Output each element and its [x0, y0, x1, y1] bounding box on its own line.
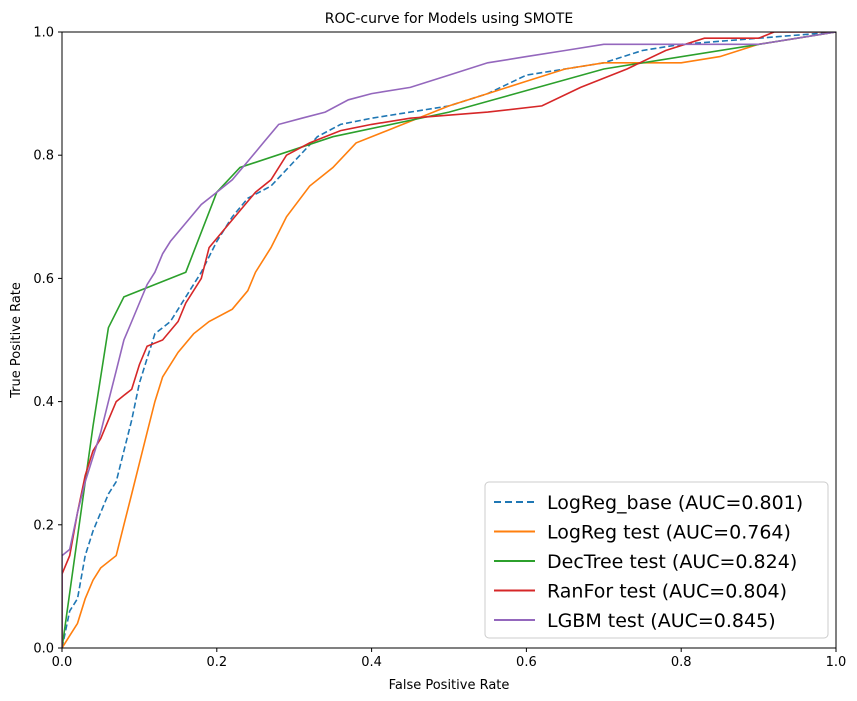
- y-tick-label: 1.0: [33, 26, 54, 41]
- legend-box: [484, 481, 829, 639]
- series-line-0: [62, 32, 836, 648]
- series-line-4: [62, 32, 836, 648]
- x-tick-label: 1.0: [826, 655, 847, 670]
- x-tick-label: 0.6: [516, 655, 537, 670]
- x-tick-label: 0.4: [361, 655, 382, 670]
- y-tick-label: 0.2: [33, 518, 54, 533]
- legend-label: LGBM test (AUC=0.845): [547, 610, 776, 632]
- series-line-1: [62, 32, 836, 648]
- legend-label: LogReg_base (AUC=0.801): [547, 492, 803, 514]
- x-tick-label: 0.0: [52, 655, 73, 670]
- legend: LogReg_base (AUC=0.801) LogReg test (AUC=…: [484, 481, 829, 639]
- x-tick-label: 0.8: [671, 655, 692, 670]
- y-tick-label: 0.8: [33, 149, 54, 164]
- legend-label: DecTree test (AUC=0.824): [547, 551, 797, 573]
- x-tick-label: 0.2: [206, 655, 227, 670]
- x-axis-label: False Positive Rate: [389, 678, 510, 693]
- legend-label: LogReg test (AUC=0.764): [547, 522, 791, 544]
- axes-frame: [61, 31, 837, 649]
- y-tick-label: 0.6: [33, 272, 54, 287]
- series-line-3: [62, 32, 836, 648]
- y-tick-label: 0.0: [33, 642, 54, 657]
- x-axis-ticks: 0.0 0.2 0.4 0.6 0.8 1.0: [52, 648, 847, 670]
- series-lines: [62, 32, 836, 648]
- y-axis-ticks: 0.0 0.2 0.4 0.6 0.8 1.0: [33, 26, 62, 657]
- y-tick-label: 0.4: [33, 395, 54, 410]
- y-axis-label: True Positive Rate: [9, 282, 24, 399]
- plot-area: [61, 31, 837, 649]
- chart-title: ROC-curve for Models using SMOTE: [325, 11, 573, 27]
- legend-label: RanFor test (AUC=0.804): [547, 581, 787, 603]
